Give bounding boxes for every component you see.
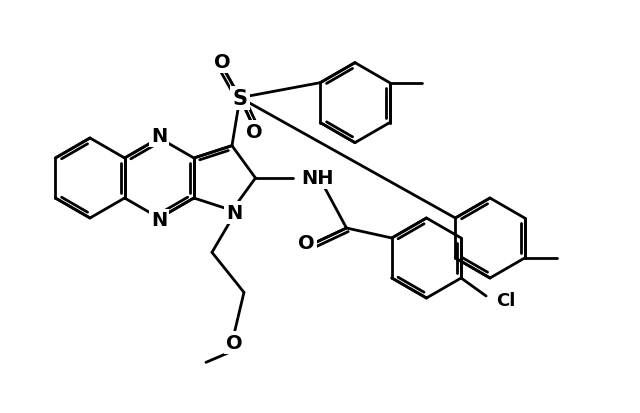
Text: S: S	[232, 88, 248, 108]
Text: O: O	[226, 333, 243, 352]
Text: O: O	[246, 123, 262, 142]
Text: N: N	[226, 203, 242, 222]
Text: NH: NH	[301, 169, 334, 188]
Text: O: O	[298, 234, 315, 253]
Text: O: O	[214, 53, 230, 72]
Text: N: N	[151, 211, 168, 230]
Text: Cl: Cl	[496, 291, 515, 309]
Text: N: N	[151, 127, 168, 146]
